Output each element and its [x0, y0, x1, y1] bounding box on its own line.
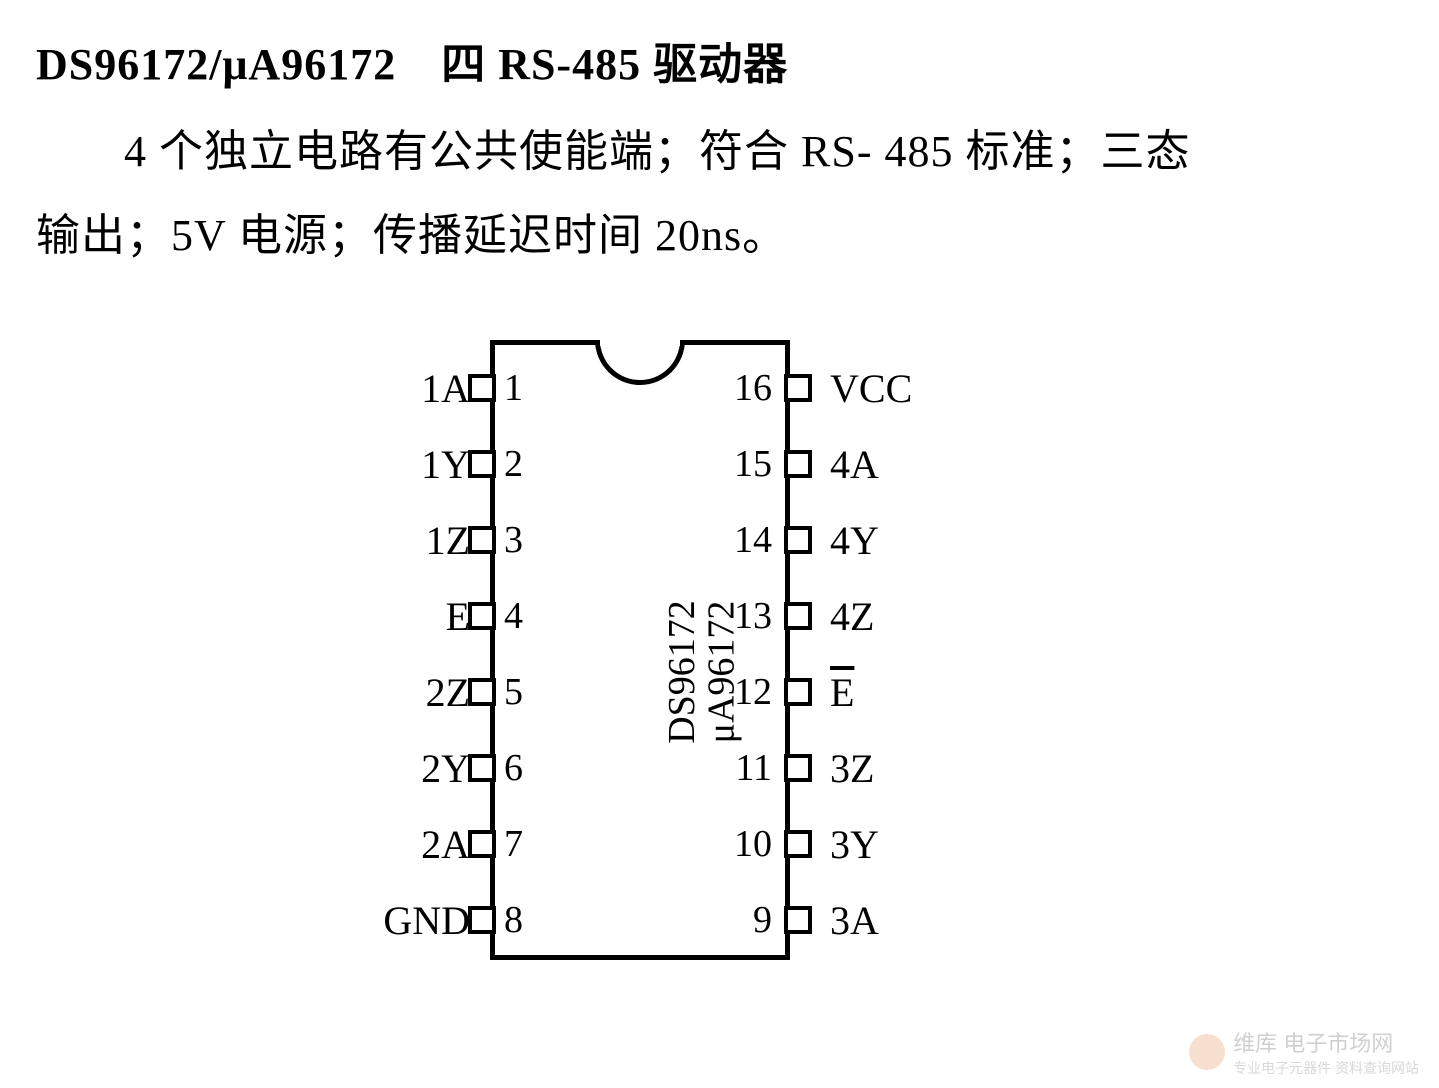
pin-box-icon [784, 374, 812, 402]
pin-label: 3Y [830, 821, 1030, 868]
pin-label: 4A [830, 441, 1030, 488]
pin-label: 3A [830, 897, 1030, 944]
pin-label: 4Z [830, 593, 1030, 640]
chip-body-outline [490, 340, 790, 960]
pin-row-right: 16VCC [250, 370, 1030, 406]
chip-notch-mask [600, 336, 680, 346]
pin-row-right: 154A [250, 446, 1030, 482]
chip-pinout-diagram: DS96172 μA96172 1A11Y21Z3E42Z52Y62A7GND8… [250, 310, 1030, 990]
pin-box-icon [784, 526, 812, 554]
pin-number: 11 [735, 746, 772, 790]
pin-box-icon [784, 678, 812, 706]
pin-box-icon [784, 906, 812, 934]
pin-label: VCC [830, 365, 1030, 412]
pin-row-right: 144Y [250, 522, 1030, 558]
pin-number: 14 [734, 518, 772, 562]
pin-number: 15 [734, 442, 772, 486]
pin-label: 4Y [830, 517, 1030, 564]
pin-number: 16 [734, 366, 772, 410]
pin-row-right: 12E [250, 674, 1030, 710]
pin-box-icon [784, 602, 812, 630]
watermark-sub: 专业电子元器件 资料查询网站 [1233, 1058, 1419, 1078]
pin-box-icon [784, 450, 812, 478]
pin-box-icon [784, 830, 812, 858]
page-title: DS96172/μA96172 四 RS-485 驱动器 [36, 28, 788, 92]
watermark-icon [1189, 1034, 1225, 1070]
pin-number: 12 [734, 670, 772, 714]
pin-label: 3Z [830, 745, 1030, 792]
pin-row-right: 103Y [250, 826, 1030, 862]
pin-number: 9 [753, 898, 772, 942]
description-text: 4 个独立电路有公共使能端；符合 RS- 485 标准；三态输出；5V 电源；传… [36, 110, 1196, 277]
pin-row-right: 93A [250, 902, 1030, 938]
pin-row-right: 134Z [250, 598, 1030, 634]
pin-number: 10 [734, 822, 772, 866]
watermark-main: 维库 电子市场网 [1233, 1031, 1393, 1056]
pin-row-right: 113Z [250, 750, 1030, 786]
pin-box-icon [784, 754, 812, 782]
watermark: 维库 电子市场网 专业电子元器件 资料查询网站 [1189, 1026, 1419, 1078]
pin-number: 13 [734, 594, 772, 638]
pin-label: E [830, 669, 1030, 716]
